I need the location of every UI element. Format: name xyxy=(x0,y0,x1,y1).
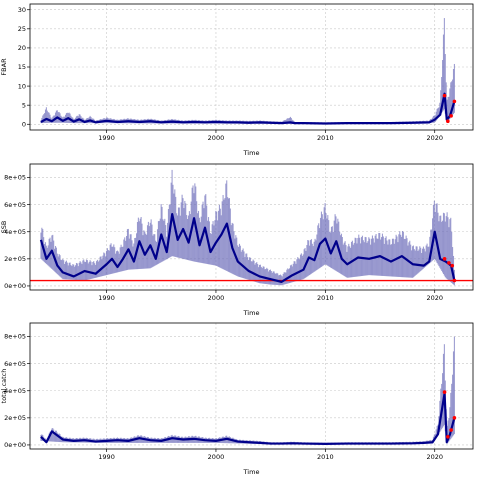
ssb-y-tick-label: 4e+05 xyxy=(4,228,26,236)
ssb-y-axis-title: SSB xyxy=(0,221,8,234)
fbar-y-axis-title: FBAR xyxy=(0,58,8,76)
total-catch-projection-point xyxy=(452,416,457,420)
ssb-y-tick-label: 0e+00 xyxy=(4,282,26,290)
fbar-y-tick-label: 15 xyxy=(18,63,26,71)
fbar-y-tick-label: 10 xyxy=(18,82,26,90)
fbar-x-tick-label: 2020 xyxy=(426,134,443,142)
ssb-y-tick-label: 8e+05 xyxy=(4,174,26,182)
total-catch-y-tick-label: 6e+05 xyxy=(4,360,26,368)
fbar-projection-point xyxy=(446,119,450,124)
ssb-projection-point xyxy=(442,257,447,261)
fbar-y-tick-label: 0 xyxy=(22,120,26,128)
ssb-x-axis-title: Time xyxy=(243,309,260,317)
fbar-x-axis-title: Time xyxy=(243,149,260,157)
fbar-x-tick-label: 2000 xyxy=(208,134,225,142)
total-catch-y-tick-label: 8e+05 xyxy=(4,333,26,341)
fbar-panel: 1990 2000 2010 2020 0 5 10 15 20 25 30 Time FBAR xyxy=(0,3,474,157)
fbar-median-line xyxy=(40,92,456,125)
total-catch-x-tick-label: 2020 xyxy=(426,453,443,461)
total-catch-y-tick-label: 4e+05 xyxy=(4,387,26,395)
fbar-x-tick-label: 1990 xyxy=(98,134,115,142)
total-catch-x-tick-label: 2010 xyxy=(317,453,334,461)
total-catch-median-line xyxy=(40,392,456,445)
fbar-projection-point xyxy=(442,93,447,98)
total-catch-x-axis-title: Time xyxy=(243,468,260,476)
total-catch-y-tick-label: 0e+00 xyxy=(4,441,26,449)
ssb-y-tick-label: 2e+05 xyxy=(4,255,26,263)
ssb-projection-point xyxy=(450,263,455,268)
fbar-y-tick-label: 20 xyxy=(18,44,26,52)
fbar-y-tick-label: 5 xyxy=(22,101,26,109)
ssb-x-tick-label: 1990 xyxy=(98,294,115,302)
total-catch-y-axis-title: total.catch xyxy=(0,369,8,404)
fbar-projection-point xyxy=(449,114,453,118)
total-catch-plot-frame xyxy=(29,322,474,450)
ssb-median-line xyxy=(39,213,456,283)
fbar-projection-point xyxy=(452,99,457,104)
fbar-x-tick-label: 2010 xyxy=(317,134,334,142)
total-catch-projection-point xyxy=(449,428,453,432)
ssb-x-tick-label: 2010 xyxy=(317,294,334,302)
total-catch-projection-point xyxy=(446,435,450,439)
ssb-projection-point xyxy=(452,278,457,283)
ssb-panel: 1990 2000 2010 2020 0e+00 2e+05 4e+05 6e+05 8e+0… xyxy=(0,163,474,317)
fbar-y-tick-label: 30 xyxy=(18,6,26,14)
ssb-x-tick-label: 2020 xyxy=(426,294,443,302)
ssb-y-tick-label: 6e+05 xyxy=(4,201,26,209)
fbar-y-tick-label: 25 xyxy=(18,25,26,33)
total-catch-x-tick-label: 1990 xyxy=(98,453,115,461)
ssb-x-tick-label: 2000 xyxy=(208,294,225,302)
total-catch-x-tick-label: 2000 xyxy=(208,453,225,461)
total-catch-y-tick-label: 2e+05 xyxy=(4,414,26,422)
ssb-plot-frame xyxy=(29,163,474,291)
ssb-projection-point xyxy=(447,261,451,265)
total-catch-panel: 1990 2000 2010 2020 0e+00 2e+05 4e+05 6e+05 8e+0… xyxy=(0,322,474,476)
total-catch-projection-point xyxy=(442,390,447,394)
